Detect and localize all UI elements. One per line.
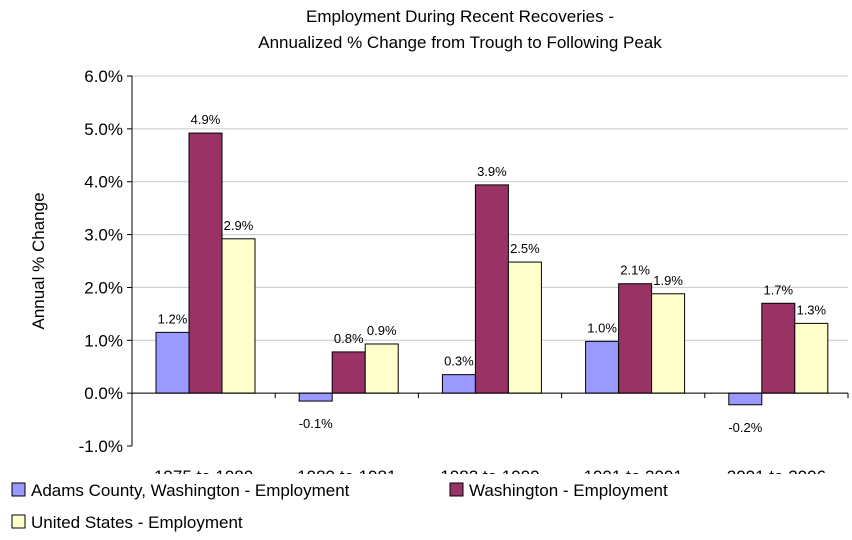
bar-adams-county (585, 340, 620, 394)
data-label: 1.2% (158, 311, 188, 326)
bar-washington (761, 302, 796, 394)
data-labels: 1.2%-0.1%0.3%1.0%-0.2%4.9%0.8%3.9%2.1%1.… (158, 112, 827, 435)
legend: Adams County, Washington - Employment Was… (0, 474, 852, 540)
legend-swatch (11, 514, 26, 529)
y-tick-label: -1.0% (79, 437, 123, 456)
data-label: 1.9% (653, 273, 683, 288)
data-label: 4.9% (191, 112, 221, 127)
data-label: -0.1% (299, 416, 333, 431)
data-label: 3.9% (477, 164, 507, 179)
legend-swatch (449, 482, 464, 497)
data-label: -0.2% (728, 420, 762, 435)
y-tick-label: 6.0% (84, 67, 123, 86)
data-label: 0.9% (367, 323, 397, 338)
y-tick-label: 2.0% (84, 278, 123, 297)
bar-adams-county (441, 374, 476, 394)
bar-united-states (507, 261, 542, 394)
bar-washington (188, 132, 223, 394)
y-tick-label: 0.0% (84, 384, 123, 403)
y-tick-label: 1.0% (84, 331, 123, 350)
bar-washington (331, 351, 366, 394)
chart-title-line-1: Employment During Recent Recoveries - (306, 7, 614, 26)
y-tick-label: 4.0% (84, 173, 123, 192)
y-tick-label: 5.0% (84, 120, 123, 139)
bar-washington (618, 283, 653, 394)
legend-label: Washington - Employment (469, 481, 668, 500)
data-label: 2.5% (510, 241, 540, 256)
data-label: 1.3% (796, 302, 826, 317)
bar-united-states (364, 343, 399, 394)
data-label: 0.3% (444, 354, 474, 369)
chart-title-line-2: Annualized % Change from Trough to Follo… (258, 33, 662, 52)
bar-adams-county (728, 392, 763, 406)
bar-united-states (221, 238, 256, 394)
bar-united-states (651, 293, 686, 394)
bar-adams-county (155, 331, 190, 394)
bar-adams-county (298, 392, 333, 402)
y-axis-label: Annual % Change (29, 192, 48, 329)
legend-swatch (11, 482, 26, 497)
data-label: 1.0% (587, 320, 617, 335)
data-label: 0.8% (334, 331, 364, 346)
bar-united-states (794, 322, 829, 394)
bars (155, 132, 829, 406)
legend-label: United States - Employment (31, 513, 243, 532)
bar-washington (474, 184, 509, 394)
legend-background (0, 474, 852, 540)
data-label: 2.9% (224, 218, 254, 233)
y-tick-label: 3.0% (84, 226, 123, 245)
data-label: 2.1% (620, 263, 650, 278)
legend-label: Adams County, Washington - Employment (31, 481, 350, 500)
data-label: 1.7% (763, 282, 793, 297)
